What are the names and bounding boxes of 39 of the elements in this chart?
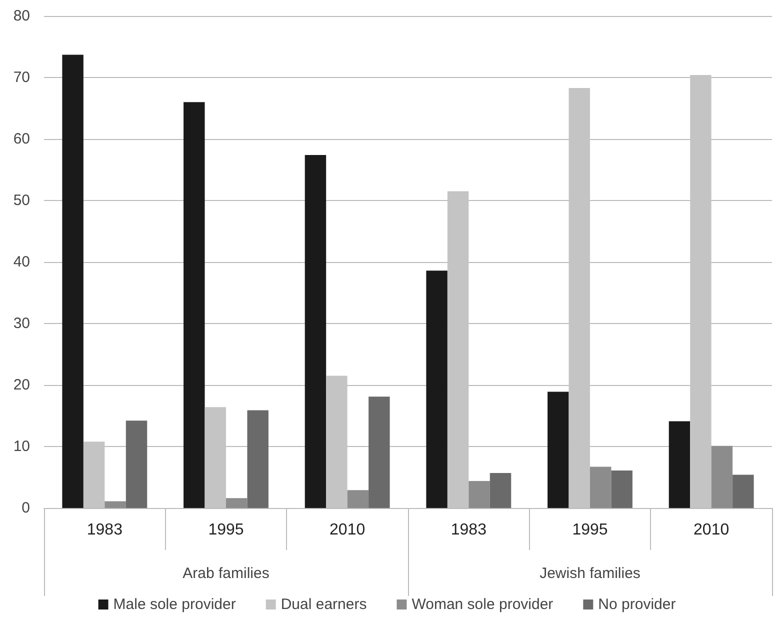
y-tick-label: 10 — [13, 438, 30, 455]
y-tick-label: 80 — [13, 8, 30, 24]
x-tick-label: 2010 — [694, 522, 730, 538]
bar — [104, 501, 126, 508]
y-tick-label: 0 — [22, 500, 30, 516]
bar — [548, 392, 569, 508]
bar — [62, 54, 84, 508]
bar — [184, 102, 205, 508]
bar — [347, 490, 369, 508]
legend-label: Male sole provider — [113, 596, 236, 613]
bar — [468, 480, 490, 508]
bar — [426, 270, 448, 508]
bar — [668, 421, 690, 508]
x-tick-label: 2010 — [330, 522, 366, 538]
y-tick-label: 20 — [13, 376, 30, 394]
bar — [126, 420, 148, 508]
y-tick-label: 60 — [13, 130, 30, 148]
bar — [304, 154, 326, 508]
x-tick-label: 1995 — [208, 522, 244, 538]
text: Jewish families — [540, 565, 640, 582]
y-tick-label: 30 — [13, 315, 30, 332]
bar — [590, 466, 612, 508]
y-tick-label: 70 — [13, 69, 30, 86]
bar — [490, 472, 512, 508]
bar — [611, 470, 632, 508]
legend-label: Woman sole provider — [412, 596, 554, 613]
y-tick-label: 50 — [13, 192, 30, 209]
legend-label: No provider — [598, 596, 676, 613]
x-tick-label: 1983 — [86, 522, 123, 538]
legend-label: Dual earners — [280, 596, 367, 613]
bar — [247, 410, 268, 508]
bar — [226, 498, 248, 508]
bar — [732, 474, 754, 508]
bar — [711, 446, 733, 508]
text: Arab families — [182, 565, 270, 582]
bar — [368, 396, 390, 508]
x-tick-label: 1995 — [572, 522, 608, 538]
x-tick-label: 1983 — [450, 522, 487, 538]
y-tick-label: 40 — [13, 254, 30, 270]
